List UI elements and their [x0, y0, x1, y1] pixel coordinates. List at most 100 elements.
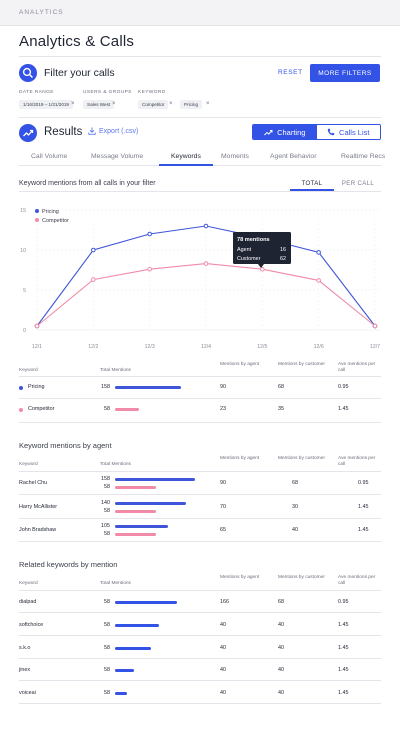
tab-message-volume[interactable]: Message Volume: [91, 153, 144, 160]
charting-label: Charting: [277, 127, 306, 137]
calls-list-button[interactable]: Calls List: [316, 125, 380, 139]
ave-mentions-value: 1.45: [338, 667, 349, 674]
divider: [19, 117, 381, 118]
mentions-by-agent-value: 23: [220, 406, 226, 412]
export-label: Export (.csv): [99, 127, 139, 135]
top-bar: ANALYTICS: [0, 0, 400, 26]
mentions-by-customer-value: 68: [278, 599, 284, 605]
data-point-competitor[interactable]: [147, 266, 152, 272]
related-keyword-name[interactable]: dialpad: [19, 599, 37, 605]
pricing-mentions-bar: [115, 525, 169, 528]
total-toggle[interactable]: TOTAL: [301, 181, 323, 187]
related-keyword-name[interactable]: softchoice: [19, 621, 44, 628]
per-call-toggle[interactable]: PER CALL: [341, 181, 375, 187]
data-point-competitor[interactable]: [316, 278, 321, 283]
data-point-pricing[interactable]: [203, 223, 209, 229]
filter-title: Filter your calls: [44, 67, 115, 79]
mentions-by-agent-value: 90: [220, 384, 226, 390]
remove-chip-icon[interactable]: ×: [169, 101, 173, 107]
related-keyword-name[interactable]: voiceai: [19, 690, 36, 697]
legend-label-competitor: Competitor: [42, 218, 69, 224]
competitor-mentions-bar: [115, 486, 157, 489]
column-header-keyword: Keyword: [19, 462, 38, 467]
remove-chip-icon[interactable]: ×: [112, 101, 116, 107]
mentions-by-customer-value: 40: [278, 644, 284, 651]
remove-chip-icon[interactable]: ×: [71, 101, 75, 107]
tab-keywords[interactable]: Keywords: [171, 153, 201, 160]
agent-name[interactable]: John Bradshaw: [19, 527, 57, 533]
total-mentions-value: 58: [104, 644, 110, 651]
ave-mentions-value: 1.45: [338, 621, 349, 628]
mentions-by-agent-value: 40: [220, 644, 226, 651]
more-filters-button[interactable]: MORE FILTERS: [310, 64, 380, 82]
data-point-pricing[interactable]: [91, 247, 96, 253]
tab-realtime-recs[interactable]: Realtime Recs: [341, 153, 386, 160]
mentions-by-agent-value: 40: [220, 621, 226, 628]
mentions-by-agent-value: 40: [220, 690, 226, 697]
data-point-competitor[interactable]: [372, 323, 378, 329]
divider: [19, 191, 381, 192]
results-tabs: Call Volume Message Volume Keywords Mome…: [19, 148, 385, 166]
related-keyword-name[interactable]: jinex: [19, 667, 31, 674]
tab-moments[interactable]: Moments: [221, 153, 249, 160]
keyword-name[interactable]: Pricing: [28, 384, 45, 390]
charting-button[interactable]: Charting: [253, 125, 317, 139]
keyword-color-dot: [19, 408, 23, 412]
tab-agent-behavior[interactable]: Agent Behavior: [270, 153, 317, 160]
total-mentions-bar: [115, 646, 152, 650]
mentions-by-customer-value: 40: [278, 690, 284, 697]
data-point-pricing[interactable]: [147, 231, 152, 237]
active-tab-indicator: [159, 164, 213, 166]
tooltip-customer-label: Customer: [237, 256, 261, 262]
ave-mentions-value: 1.45: [338, 690, 349, 697]
calls-list-label: Calls List: [339, 127, 370, 137]
total-mentions-bar: [115, 669, 135, 673]
filter-chip-pricing: Pricing: [180, 100, 203, 109]
divider: [19, 634, 381, 636]
x-tick-label: 12/3: [145, 344, 155, 350]
chart-tooltip: 78 mentions Agent 16 Customer 62: [233, 232, 291, 268]
pricing-mentions-value: 158: [101, 476, 110, 482]
data-point-pricing[interactable]: [316, 250, 321, 255]
tab-call-volume[interactable]: Call Volume: [31, 153, 68, 160]
x-tick-label: 12/4: [201, 344, 211, 350]
export-csv-link[interactable]: Export (.csv): [88, 127, 138, 135]
data-point-competitor[interactable]: [34, 323, 40, 329]
y-tick-label: 10: [20, 248, 26, 254]
total-mentions-value: 58: [104, 667, 110, 674]
keyword-name[interactable]: Competitor: [28, 406, 55, 412]
agent-name[interactable]: Harry McAllister: [19, 503, 58, 510]
ave-mentions-value: 1.45: [358, 503, 369, 510]
mentions-by-customer-value: 40: [278, 621, 284, 628]
ave-mentions-value: 0.95: [338, 384, 349, 390]
reset-button[interactable]: RESET: [278, 69, 303, 76]
y-tick-label: 5: [23, 288, 26, 294]
filter-chip-competitor: Competitor: [138, 100, 169, 109]
divider: [19, 56, 381, 57]
remove-chip-icon[interactable]: ×: [206, 101, 210, 107]
agent-section-title: Keyword mentions by agent: [19, 441, 112, 450]
related-keyword-name[interactable]: s.k.o: [19, 644, 31, 651]
view-toggle: Charting Calls List: [252, 124, 381, 140]
trending-up-icon: [264, 129, 273, 135]
mentions-by-agent-value: 65: [220, 527, 226, 533]
filter-label-keyword: KEYWORD: [138, 90, 166, 95]
y-tick-label: 0: [23, 328, 26, 334]
mentions-by-agent-value: 166: [220, 599, 229, 605]
mentions-by-agent-value: 40: [220, 667, 226, 674]
x-tick-label: 12/7: [370, 344, 380, 350]
divider: [19, 590, 381, 591]
data-point-competitor[interactable]: [203, 261, 209, 266]
agent-name[interactable]: Rachel Chu: [19, 480, 48, 486]
results-title: Results: [44, 126, 83, 138]
total-mentions-value: 58: [104, 690, 110, 697]
divider: [19, 494, 381, 495]
filter-chip-date-range: 1/16/2019 – 1/21/2019: [19, 100, 73, 109]
mentions-by-agent-value: 70: [220, 503, 226, 510]
data-point-competitor[interactable]: [260, 266, 265, 272]
total-mentions-value: 58: [104, 599, 110, 605]
mentions-by-customer-value: 68: [292, 480, 298, 486]
data-point-competitor[interactable]: [91, 277, 96, 282]
page-title: Analytics & Calls: [19, 33, 135, 50]
keyword-line-chart: 0 5 10 15 12/1 12/2 12/3 12/4 12/5 12/6 12/7 Pric…: [20, 208, 380, 350]
